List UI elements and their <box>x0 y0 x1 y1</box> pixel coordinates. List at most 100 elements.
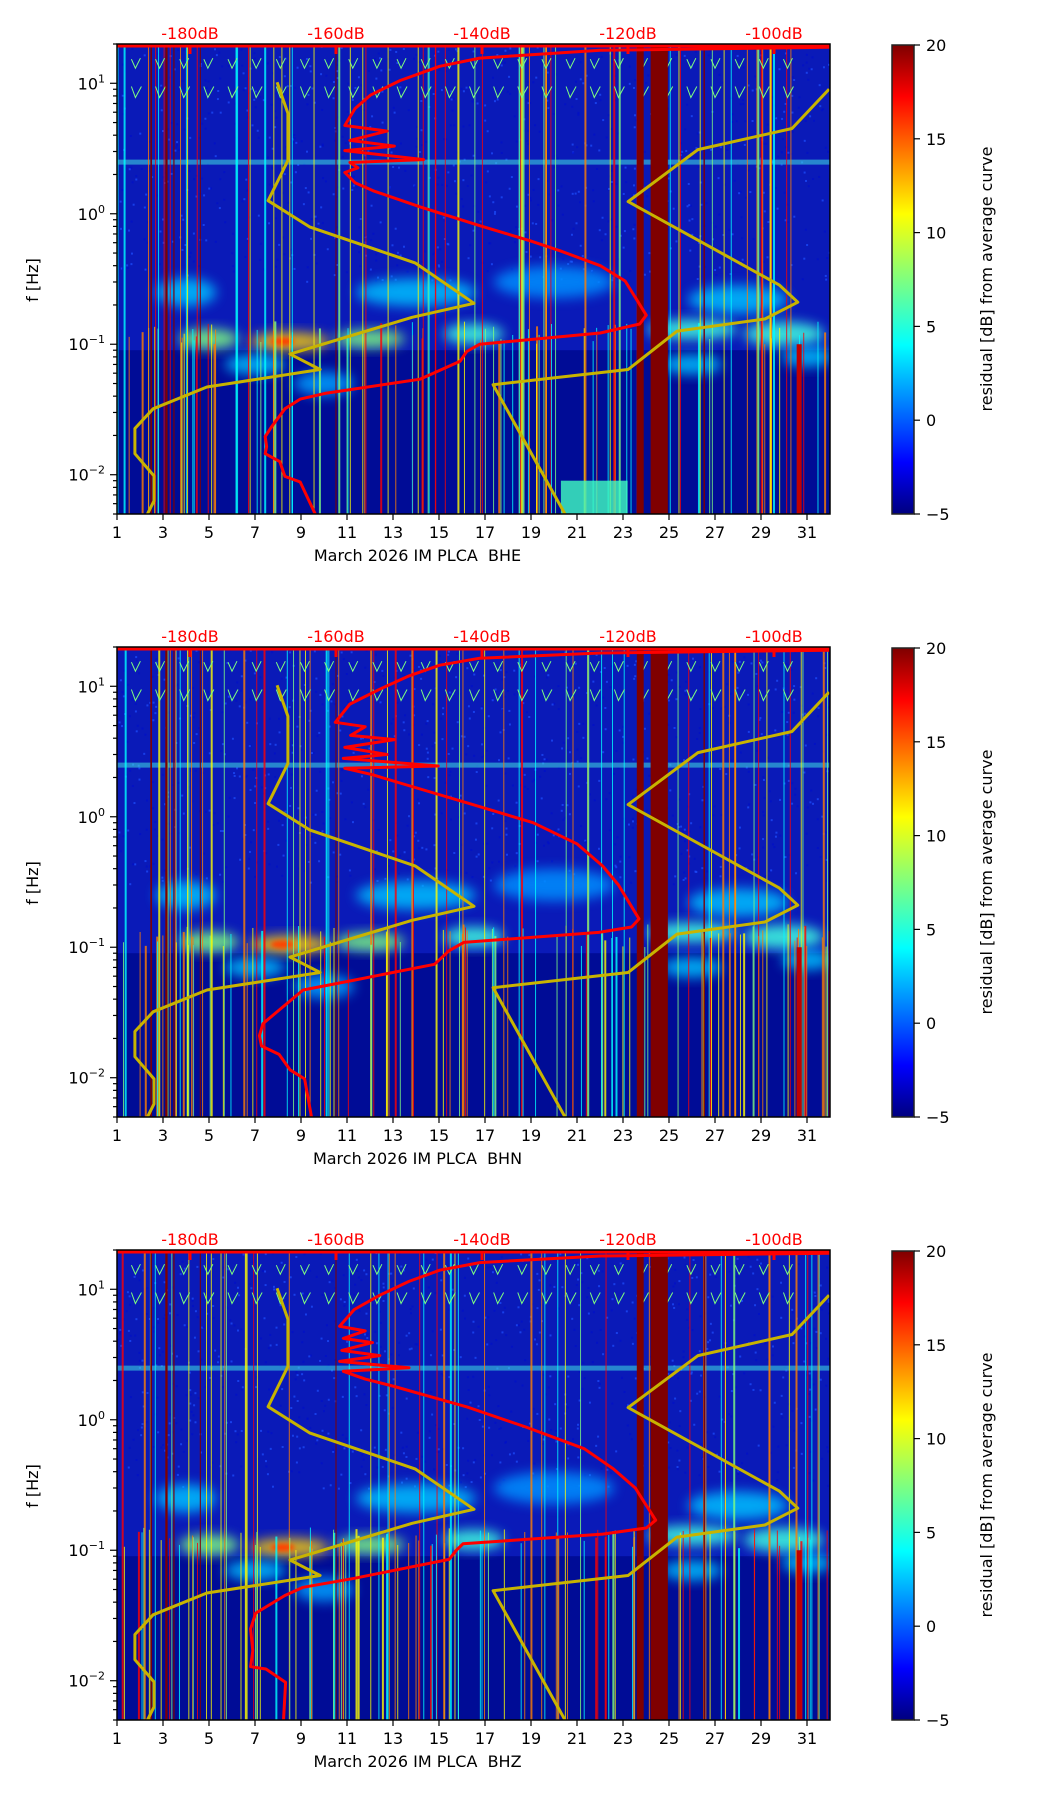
speckle <box>438 654 441 657</box>
speckle <box>648 774 651 777</box>
speckle <box>535 76 538 79</box>
speckle <box>592 59 595 62</box>
speckle <box>622 1282 625 1285</box>
speckle <box>408 1332 411 1335</box>
event-stripe <box>256 647 258 1117</box>
speckle <box>574 1290 577 1293</box>
data-gap-band <box>199 44 201 514</box>
speckle <box>311 87 314 90</box>
event-stripe <box>728 647 730 1117</box>
speckle <box>616 836 619 839</box>
speckle <box>735 120 738 123</box>
speckle <box>570 260 573 263</box>
speckle <box>245 774 248 777</box>
speckle <box>814 1294 817 1297</box>
speckle <box>453 180 456 183</box>
speckle <box>586 1296 589 1299</box>
speckle <box>668 1466 671 1469</box>
speckle <box>315 677 318 680</box>
speckle <box>176 141 179 144</box>
speckle <box>648 712 651 715</box>
speckle <box>169 1303 172 1306</box>
speckle <box>575 222 578 225</box>
speckle <box>337 1487 340 1490</box>
event-stripe <box>689 1250 691 1720</box>
speckle <box>537 203 540 206</box>
speckle <box>515 801 518 804</box>
event-stripe <box>444 44 446 514</box>
speckle <box>357 76 360 79</box>
speckle <box>129 134 132 137</box>
speckle <box>758 167 761 170</box>
speckle <box>204 127 207 130</box>
db-tick-label: -140dB <box>453 627 510 646</box>
speckle <box>803 1326 806 1329</box>
speckle <box>766 123 769 126</box>
speckle <box>162 130 165 133</box>
speckle <box>480 1420 483 1423</box>
x-tick-label: 21 <box>567 1729 587 1748</box>
speckle <box>448 1308 451 1311</box>
speckle <box>827 1299 830 1302</box>
spectrogram-area <box>117 44 830 514</box>
speckle <box>472 50 475 53</box>
speckle <box>362 108 365 111</box>
speckle <box>195 649 198 652</box>
speckle <box>420 733 423 736</box>
speckle <box>450 98 453 101</box>
event-stripe <box>255 1544 257 1720</box>
speckle <box>183 1324 186 1327</box>
speckle <box>688 219 691 222</box>
speckle <box>360 1465 363 1468</box>
speckle <box>319 1252 322 1255</box>
speckle <box>413 714 416 717</box>
speckle <box>542 1373 545 1376</box>
event-stripe <box>428 44 430 514</box>
speckle <box>484 104 487 107</box>
speckle <box>205 877 208 880</box>
speckle <box>500 1292 503 1295</box>
speckle <box>491 152 494 155</box>
x-tick-label: 5 <box>204 1126 214 1145</box>
whistler-mark <box>444 86 456 99</box>
speckle <box>183 1267 186 1270</box>
event-stripe <box>264 44 267 514</box>
event-stripe <box>423 1250 425 1720</box>
speckle <box>779 798 782 801</box>
speckle <box>221 830 224 833</box>
speckle <box>582 82 585 85</box>
speckle <box>581 1387 584 1390</box>
speckle <box>415 1457 418 1460</box>
whistler-mark <box>734 1292 746 1305</box>
speckle <box>742 98 745 101</box>
speckle <box>396 251 399 254</box>
event-stripe <box>826 1530 828 1720</box>
speckle <box>707 1465 710 1468</box>
speckle <box>681 830 684 833</box>
speckle <box>447 752 450 755</box>
speckle <box>466 184 469 187</box>
speckle <box>443 220 446 223</box>
speckle <box>597 667 600 670</box>
speckle <box>783 110 786 113</box>
speckle <box>261 1269 264 1272</box>
speckle <box>546 99 549 102</box>
event-stripe <box>446 647 448 1117</box>
speckle <box>827 1450 830 1453</box>
speckle <box>144 733 147 736</box>
whistler-mark <box>782 1292 794 1305</box>
x-tick-label: 19 <box>521 523 541 542</box>
speckle <box>286 85 289 88</box>
speckle <box>176 1473 179 1476</box>
speckle <box>336 77 339 80</box>
speckle <box>722 234 725 237</box>
speckle <box>646 757 649 760</box>
speckle <box>255 1386 258 1389</box>
whistler-mark <box>324 689 336 702</box>
speckle <box>291 1331 294 1334</box>
event-stripe <box>154 326 156 514</box>
speckle <box>551 219 554 222</box>
speckle <box>525 56 528 59</box>
speckle <box>793 1429 796 1432</box>
speckle <box>350 728 353 731</box>
